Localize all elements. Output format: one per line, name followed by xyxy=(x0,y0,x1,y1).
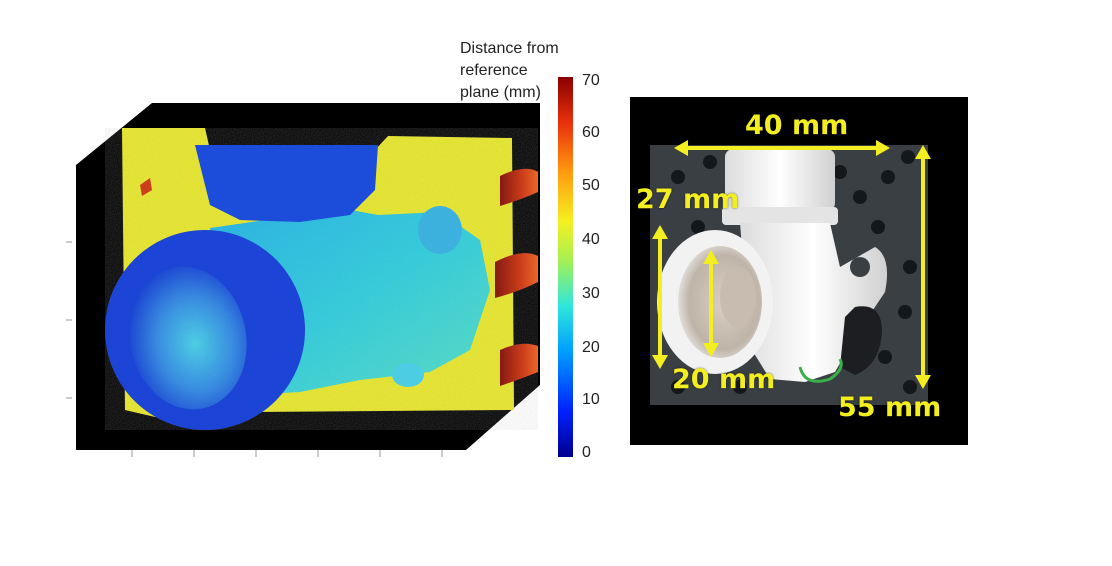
detail-spot xyxy=(418,206,462,254)
hot-spot xyxy=(140,178,152,196)
dimension-arrows xyxy=(652,140,931,389)
mounting-hole xyxy=(850,257,870,277)
top-nut xyxy=(725,149,835,211)
colorbar-tick: 40 xyxy=(582,231,600,248)
width-label: 40 mm xyxy=(745,110,849,141)
colorbar-title: Distance from reference plane (mm) xyxy=(460,38,580,104)
green-wire xyxy=(798,358,843,383)
axis-ticks xyxy=(66,241,443,457)
colorbar-tick: 0 xyxy=(582,444,591,461)
colorbar-title-line: plane (mm) xyxy=(460,84,541,101)
board-holes xyxy=(669,150,917,394)
top-fitting-region xyxy=(195,145,378,222)
dark-cap xyxy=(840,306,882,375)
hot-spot xyxy=(500,343,538,386)
colorbar-tick: 10 xyxy=(582,391,600,408)
detail-spot xyxy=(392,363,424,387)
part-photo xyxy=(630,97,968,445)
colorbar-title-line: Distance from xyxy=(460,40,559,57)
colorbar-tick: 60 xyxy=(582,124,600,141)
colorbar-tick: 30 xyxy=(582,285,600,302)
colorbar-tick: 20 xyxy=(582,339,600,356)
depth-map-plot xyxy=(66,103,540,457)
side-fitting-bore xyxy=(129,266,247,410)
top-height-label: 27 mm xyxy=(636,184,740,215)
colorbar-tick: 70 xyxy=(582,72,600,89)
colorbar xyxy=(558,77,573,457)
colorbar-tick: 50 xyxy=(582,177,600,194)
hot-spot xyxy=(500,168,538,206)
bore-interior xyxy=(720,267,756,327)
colorbar-title-line: reference xyxy=(460,62,528,79)
height-label: 55 mm xyxy=(838,392,942,423)
hot-spot xyxy=(495,253,538,298)
inner-diameter-label: 20 mm xyxy=(672,364,776,395)
top-nut-ring xyxy=(722,207,838,225)
